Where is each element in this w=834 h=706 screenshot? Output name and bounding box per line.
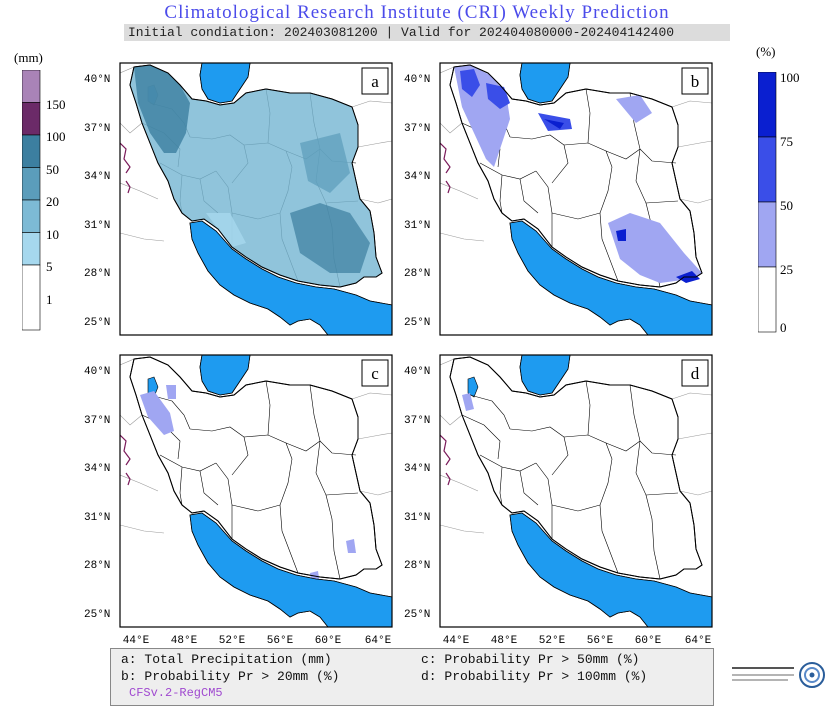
lon-label: 56°E [267,635,294,647]
legend-box: a: Total Precipitation (mm) b: Probabili… [110,648,714,706]
lat-label: 34°N [84,463,110,475]
left-colorbar-swatch [22,134,41,168]
left-colorbar-unit: (mm) [14,50,43,65]
left-colorbar-swatch [22,167,41,201]
lat-label: 25°N [404,317,430,329]
panel-c-letter: c [371,364,379,383]
lat-label: 28°N [84,560,110,572]
lon-label: 48°E [171,635,198,647]
right-colorbar-swatch [758,72,777,138]
institute-logo [732,662,825,688]
lat-labels: 40°N 37°N 34°N 31°N 28°N 25°N 40°N 37°N … [84,74,430,621]
left-colorbar-swatch [22,199,41,233]
lon-label: 44°E [443,635,470,647]
lat-label: 25°N [404,609,430,621]
right-colorbar [758,72,777,333]
legend-d: d: Probability Pr > 100mm (%) [421,669,648,684]
lon-label: 48°E [491,635,518,647]
right-colorbar-label: 0 [780,320,787,335]
lat-label: 40°N [84,74,110,86]
panel-b-letter: b [691,72,700,91]
legend-a: a: Total Precipitation (mm) [121,652,332,667]
lat-label: 28°N [404,560,430,572]
right-colorbar-label: 25 [780,262,793,277]
left-colorbar-label: 20 [46,194,59,209]
lon-label: 44°E [123,635,150,647]
lon-label: 60°E [635,635,662,647]
lon-label: 56°E [587,635,614,647]
right-colorbar-label: 100 [780,70,800,85]
left-colorbar-swatch [22,264,41,331]
lat-label: 37°N [84,123,110,135]
lat-label: 40°N [404,366,430,378]
right-colorbar-swatch [758,136,777,203]
panel-d-letter: d [691,364,700,383]
lat-label: 28°N [84,268,110,280]
left-colorbar-label: 1 [46,292,53,307]
panel-a-letter: a [371,72,379,91]
lat-label: 34°N [404,171,430,183]
left-colorbar [22,70,41,331]
lat-label: 31°N [84,512,110,524]
model-name: CFSv.2-RegCM5 [129,686,223,700]
lat-label: 34°N [84,171,110,183]
panel-b-badge: b [681,67,709,95]
left-colorbar-swatch [22,102,41,136]
left-colorbar-label: 10 [46,227,59,242]
panel-b-map [439,62,713,336]
right-colorbar-swatch [758,201,777,268]
lon-label: 52°E [539,635,566,647]
lon-labels: 44°E 48°E 52°E 56°E 60°E 64°E 44°E 48°E … [123,635,712,647]
left-colorbar-label: 50 [46,162,59,177]
lon-label: 52°E [219,635,246,647]
panel-c-badge: c [361,359,389,387]
left-colorbar-label: 150 [46,97,66,112]
lat-label: 31°N [404,220,430,232]
right-colorbar-label: 75 [780,134,793,149]
panel-c-map [119,354,393,628]
legend-b: b: Probability Pr > 20mm (%) [121,669,340,684]
lat-label: 40°N [404,74,430,86]
lat-label: 25°N [84,317,110,329]
lat-label: 28°N [404,268,430,280]
right-colorbar-label: 50 [780,198,793,213]
left-colorbar-swatch [22,70,41,103]
panel-a-map [119,62,393,336]
lat-label: 37°N [84,415,110,427]
lat-label: 40°N [84,366,110,378]
lat-label: 31°N [84,220,110,232]
right-colorbar-unit: (%) [756,44,776,59]
left-colorbar-label: 5 [46,259,53,274]
lon-label: 64°E [365,635,392,647]
lon-label: 60°E [315,635,342,647]
lat-label: 37°N [404,415,430,427]
map-title: Climatological Research Institute (CRI) … [164,2,670,23]
lat-label: 31°N [404,512,430,524]
left-colorbar-label: 100 [46,129,66,144]
lat-label: 37°N [404,123,430,135]
panel-a-badge: a [361,67,389,95]
map-subtitle: Initial condiation: 202403081200 | Valid… [124,24,730,41]
panel-d-map [439,354,713,628]
lat-label: 25°N [84,609,110,621]
lat-label: 34°N [404,463,430,475]
right-colorbar-swatch [758,266,777,333]
panel-d-badge: d [681,359,709,387]
lon-label: 64°E [685,635,712,647]
left-colorbar-swatch [22,232,41,266]
legend-c: c: Probability Pr > 50mm (%) [421,652,640,667]
